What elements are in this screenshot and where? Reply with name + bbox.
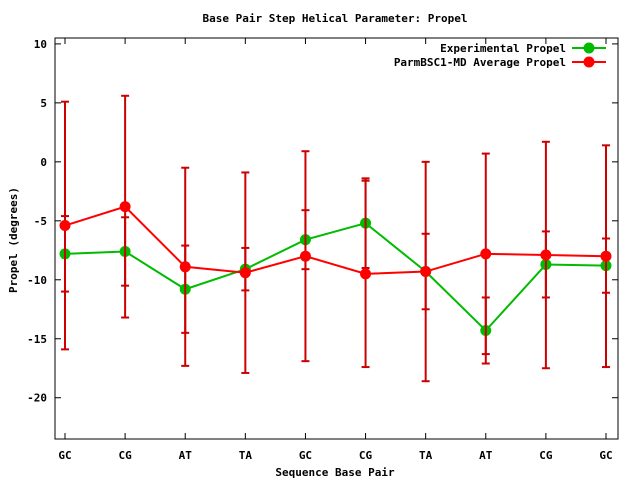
series-layer — [59, 94, 612, 383]
data-point — [420, 266, 432, 278]
x-tick-label: CG — [359, 449, 373, 462]
data-point — [119, 201, 131, 213]
legend-marker — [583, 42, 595, 54]
y-tick-label: -5 — [34, 215, 47, 228]
data-point — [59, 220, 71, 232]
y-tick-label: -10 — [27, 274, 47, 287]
x-tick-label: GC — [299, 449, 312, 462]
series-line — [64, 222, 607, 332]
y-axis-label: Propel (degrees) — [7, 187, 20, 293]
y-tick-label: 5 — [40, 97, 47, 110]
y-tick-label: 0 — [40, 156, 47, 169]
legend-label: Experimental Propel — [440, 42, 566, 55]
y-tick-label: -15 — [27, 333, 47, 346]
data-point — [540, 249, 552, 261]
data-point — [480, 248, 492, 260]
legend-marker — [583, 56, 595, 68]
x-axis-label: Sequence Base Pair — [275, 466, 395, 479]
x-tick-label: CG — [118, 449, 132, 462]
data-point — [360, 268, 372, 280]
data-point — [299, 250, 311, 262]
chart-title: Base Pair Step Helical Parameter: Propel — [203, 12, 468, 25]
x-tick-label: AT — [479, 449, 493, 462]
data-point — [600, 250, 612, 262]
x-tick-label: GC — [58, 449, 71, 462]
data-point — [179, 261, 191, 273]
x-tick-label: AT — [179, 449, 193, 462]
series-line — [64, 205, 607, 275]
y-tick-label: 10 — [34, 38, 47, 51]
series-1 — [59, 177, 612, 365]
x-tick-label: TA — [239, 449, 253, 462]
x-tick-label: CG — [539, 449, 553, 462]
axis-ticks: 10 5 0 -5 -10 -15 -20 GC CG AT TA GC CG TA AT CG GC — [27, 38, 618, 462]
data-point — [239, 267, 251, 279]
x-tick-label: GC — [599, 449, 612, 462]
x-tick-label: TA — [419, 449, 433, 462]
series-2 — [59, 94, 612, 383]
legend-label: ParmBSC1-MD Average Propel — [394, 56, 566, 69]
plot-frame — [54, 37, 619, 440]
y-tick-label: -20 — [27, 392, 47, 405]
